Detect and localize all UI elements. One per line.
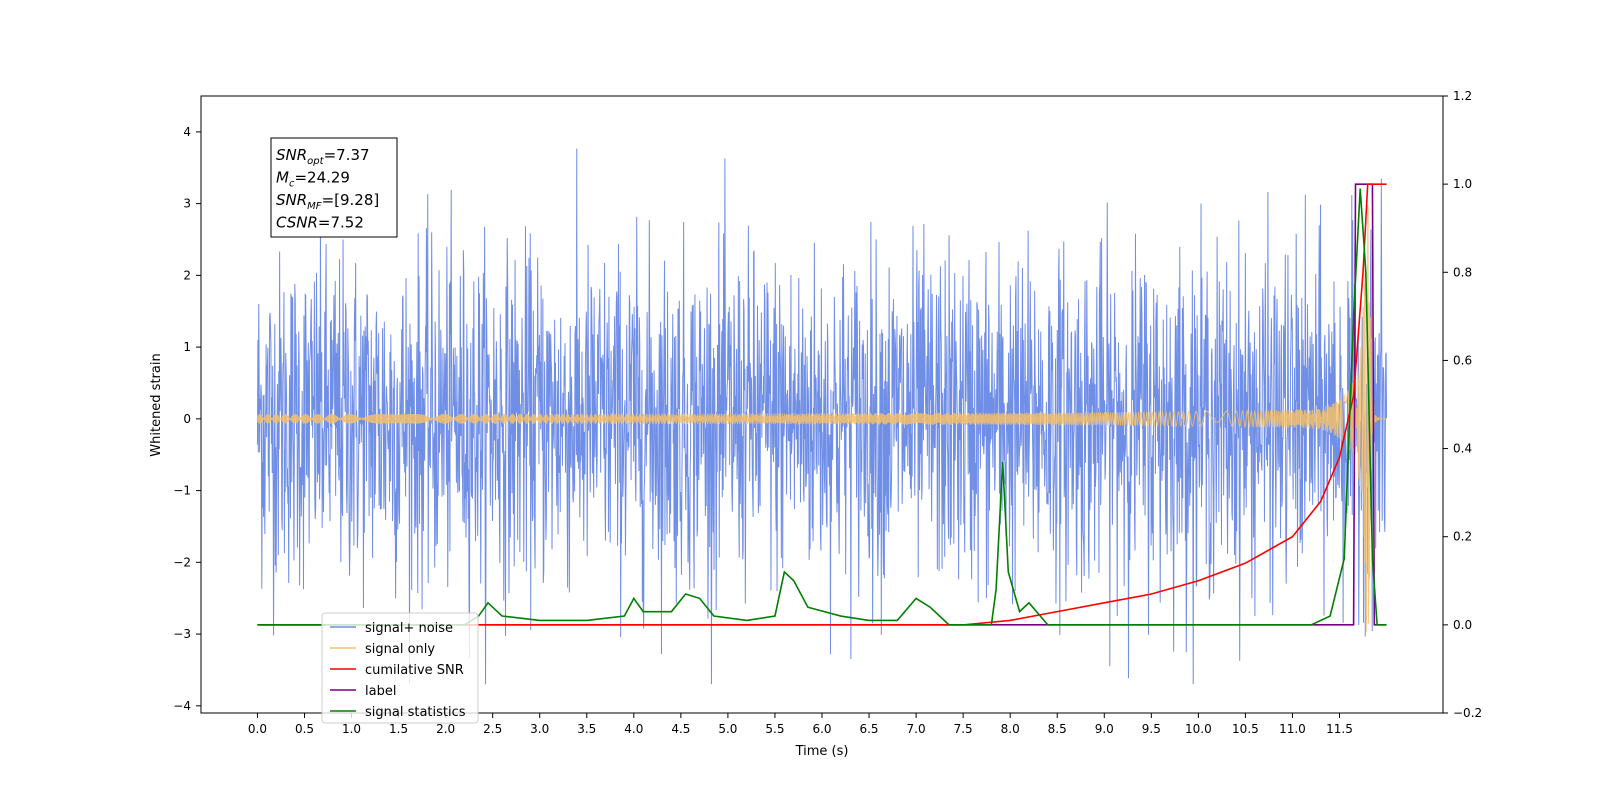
- y2-tick-label: 0.6: [1453, 353, 1472, 367]
- x-tick-label: 11.5: [1326, 722, 1353, 736]
- legend-frame: [321, 612, 479, 724]
- annotation-symbol: M: [276, 169, 289, 187]
- x-axis-label: Time (s): [795, 744, 849, 759]
- x-tick-label: 5.0: [718, 722, 737, 736]
- annotation-value: =7.37: [324, 146, 370, 164]
- x-tick-label: 8.0: [1001, 722, 1020, 736]
- annotation-value: =24.29: [294, 169, 350, 187]
- x-tick-label: 1.0: [342, 722, 361, 736]
- legend-label: signal only: [365, 642, 435, 657]
- y-tick-label: 2: [183, 268, 191, 282]
- x-tick-label: 2.0: [436, 722, 455, 736]
- annotation-line: CSNR=7.52: [276, 214, 364, 232]
- annotation-line: Mc=24.29: [276, 169, 350, 190]
- annotation-symbol: SNR: [276, 191, 307, 209]
- y-tick-label: −4: [173, 699, 191, 713]
- y2-tick-label: 1.2: [1453, 89, 1472, 103]
- y-tick-label: 3: [183, 197, 191, 211]
- series-signal-statistics: [257, 188, 1387, 626]
- y2-tick-label: 1.0: [1453, 177, 1472, 191]
- annotation-subscript: c: [289, 179, 295, 190]
- y2-tick-label: 0.4: [1453, 442, 1472, 456]
- annotation-subscript: MF: [307, 201, 322, 212]
- x-tick-label: 8.5: [1048, 722, 1067, 736]
- annotation-symbol: CSNR: [276, 214, 318, 232]
- x-tick-label: 1.5: [389, 722, 408, 736]
- y2-tick-label: 0.8: [1453, 265, 1472, 279]
- annotation-value: =7.52: [318, 214, 364, 232]
- x-axis: 0.0 0.5 1.0 1.5 2.0 2.5 3.0 3.5 4.0 4.5 5.0 5.5 6.0 6…: [248, 713, 1353, 736]
- plot-area: [256, 148, 1388, 685]
- x-tick-label: 3.5: [577, 722, 596, 736]
- series-signal-only: [256, 204, 1387, 633]
- x-tick-label: 11.0: [1279, 722, 1306, 736]
- y-axis-left: 4 3 2 1 0 −1 −2 −3 −4: [173, 125, 201, 713]
- annotation-line: SNRopt=7.37: [276, 146, 370, 167]
- y2-tick-label: −0.2: [1453, 706, 1482, 720]
- y-tick-label: −3: [173, 627, 191, 641]
- x-tick-label: 9.5: [1142, 722, 1161, 736]
- x-tick-label: 3.0: [530, 722, 549, 736]
- annotation-frame: [270, 137, 398, 238]
- annotation-value: =[9.28]: [322, 191, 380, 209]
- series-signal-plus-noise: [256, 148, 1388, 685]
- legend-label: signal statistics: [365, 705, 466, 720]
- legend-label: signal+ noise: [365, 621, 453, 636]
- x-tick-label: 5.5: [765, 722, 784, 736]
- legend: signal+ noise signal only cumilative SNR la…: [321, 612, 479, 724]
- y2-tick-label: 0.0: [1453, 618, 1472, 632]
- y-tick-label: 1: [183, 340, 191, 354]
- x-tick-label: 10.5: [1232, 722, 1259, 736]
- y-tick-label: −2: [173, 555, 191, 569]
- x-tick-label: 6.0: [812, 722, 831, 736]
- x-tick-label: 10.0: [1185, 722, 1212, 736]
- x-tick-label: 2.5: [483, 722, 502, 736]
- x-tick-label: 0.5: [295, 722, 314, 736]
- y-axis-right: 1.2 1.0 0.8 0.6 0.4 0.2 0.0 −0.2: [1443, 89, 1482, 720]
- x-tick-label: 0.0: [248, 722, 267, 736]
- y-tick-label: −1: [173, 484, 191, 498]
- legend-label: cumilative SNR: [365, 663, 464, 678]
- y-tick-label: 0: [183, 412, 191, 426]
- series-cumulative-snr: [257, 183, 1387, 626]
- annotation-symbol: SNR: [276, 146, 307, 164]
- x-tick-label: 4.0: [624, 722, 643, 736]
- x-tick-label: 9.0: [1095, 722, 1114, 736]
- y-tick-label: 4: [183, 125, 191, 139]
- legend-label: label: [365, 684, 396, 699]
- annotation-line: SNRMF=[9.28]: [276, 191, 379, 212]
- x-tick-label: 6.5: [859, 722, 878, 736]
- x-tick-label: 7.0: [907, 722, 926, 736]
- x-tick-label: 7.5: [954, 722, 973, 736]
- y-axis-label: Whitened strain: [149, 353, 164, 456]
- annotation-subscript: opt: [307, 156, 324, 167]
- y2-tick-label: 0.2: [1453, 530, 1472, 544]
- x-tick-label: 4.5: [671, 722, 690, 736]
